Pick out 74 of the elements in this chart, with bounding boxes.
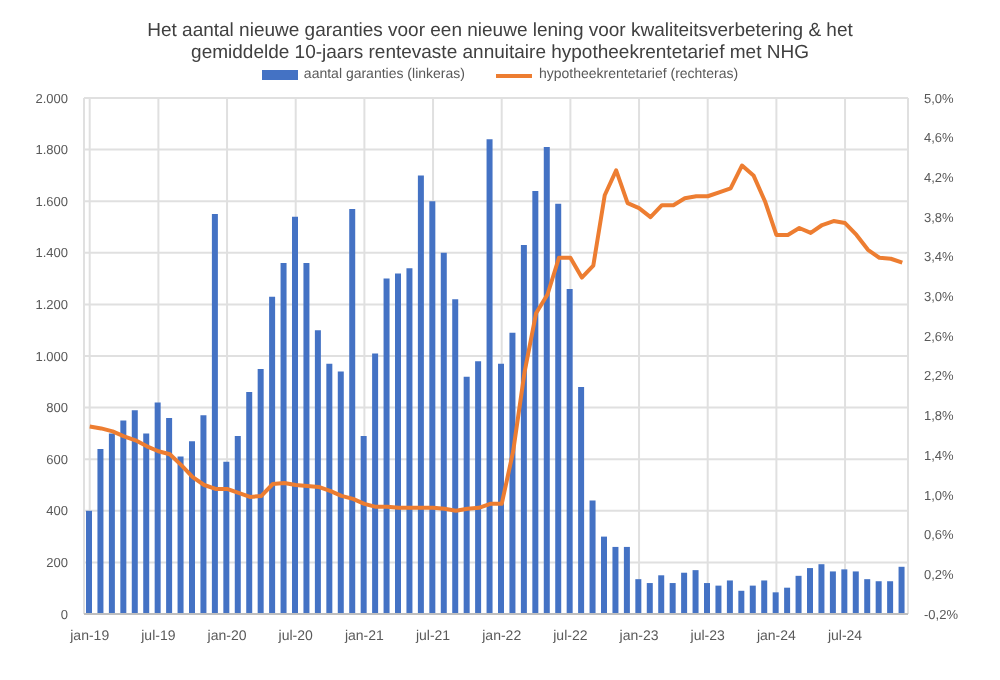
bar	[349, 208, 356, 614]
bar	[406, 268, 413, 614]
bar	[635, 579, 642, 614]
bar	[372, 353, 379, 614]
bar	[795, 575, 802, 614]
bar	[280, 263, 287, 614]
bar	[589, 500, 596, 614]
bar	[681, 572, 688, 614]
bar	[532, 190, 539, 614]
bar	[166, 417, 173, 614]
bar	[246, 392, 253, 614]
bar	[772, 592, 779, 614]
bar	[555, 203, 562, 614]
bar	[864, 579, 871, 614]
bar	[143, 433, 150, 614]
bar	[486, 139, 493, 614]
bar	[852, 571, 859, 614]
bar	[509, 332, 516, 614]
bar	[200, 415, 207, 614]
bar	[749, 585, 756, 614]
bar	[429, 201, 436, 614]
bar	[177, 456, 184, 614]
bar	[669, 583, 676, 614]
bar	[154, 402, 161, 614]
bar	[692, 570, 699, 614]
bar	[269, 296, 276, 614]
bar	[314, 330, 321, 614]
bar	[623, 546, 630, 614]
bar	[440, 252, 447, 614]
bar	[841, 569, 848, 614]
bar	[612, 546, 619, 614]
bar	[337, 371, 344, 614]
bar	[887, 581, 894, 614]
line-series	[87, 163, 905, 513]
bar	[520, 245, 527, 614]
bar	[498, 363, 504, 614]
bar	[807, 568, 813, 614]
bar	[601, 536, 607, 614]
bar	[475, 361, 482, 614]
bar	[784, 587, 791, 614]
bar	[761, 580, 768, 614]
bar	[131, 410, 138, 614]
bar	[383, 278, 390, 614]
bar	[566, 288, 573, 614]
bar	[463, 376, 470, 614]
bar	[646, 583, 653, 614]
bar	[875, 581, 882, 614]
bar	[326, 363, 333, 614]
bar	[738, 590, 745, 614]
bar	[292, 216, 298, 614]
bar	[715, 585, 722, 614]
bar	[211, 214, 218, 614]
bar	[417, 175, 424, 614]
bar	[108, 433, 115, 614]
bar	[223, 461, 230, 614]
bar	[360, 435, 367, 614]
bar	[578, 386, 585, 614]
bar	[120, 420, 127, 614]
bar	[97, 448, 104, 614]
bar	[189, 441, 195, 614]
bar	[704, 583, 710, 614]
bar	[86, 510, 92, 614]
bar	[818, 564, 825, 614]
bar	[543, 147, 550, 614]
bar	[658, 575, 665, 614]
bar	[829, 571, 836, 614]
chart-title: Het aantal nieuwe garanties voor een nieuwe lening voor kwaliteitsverbetering & het gemiddelde 10-jaars rentevaste annuitaire hypotheekrentetarief met NHG	[145, 18, 855, 64]
bar	[234, 435, 241, 614]
bar	[257, 368, 264, 614]
bar	[726, 580, 733, 614]
bar	[303, 263, 310, 614]
bar	[898, 566, 905, 614]
bar	[452, 299, 459, 614]
bar	[395, 273, 401, 614]
